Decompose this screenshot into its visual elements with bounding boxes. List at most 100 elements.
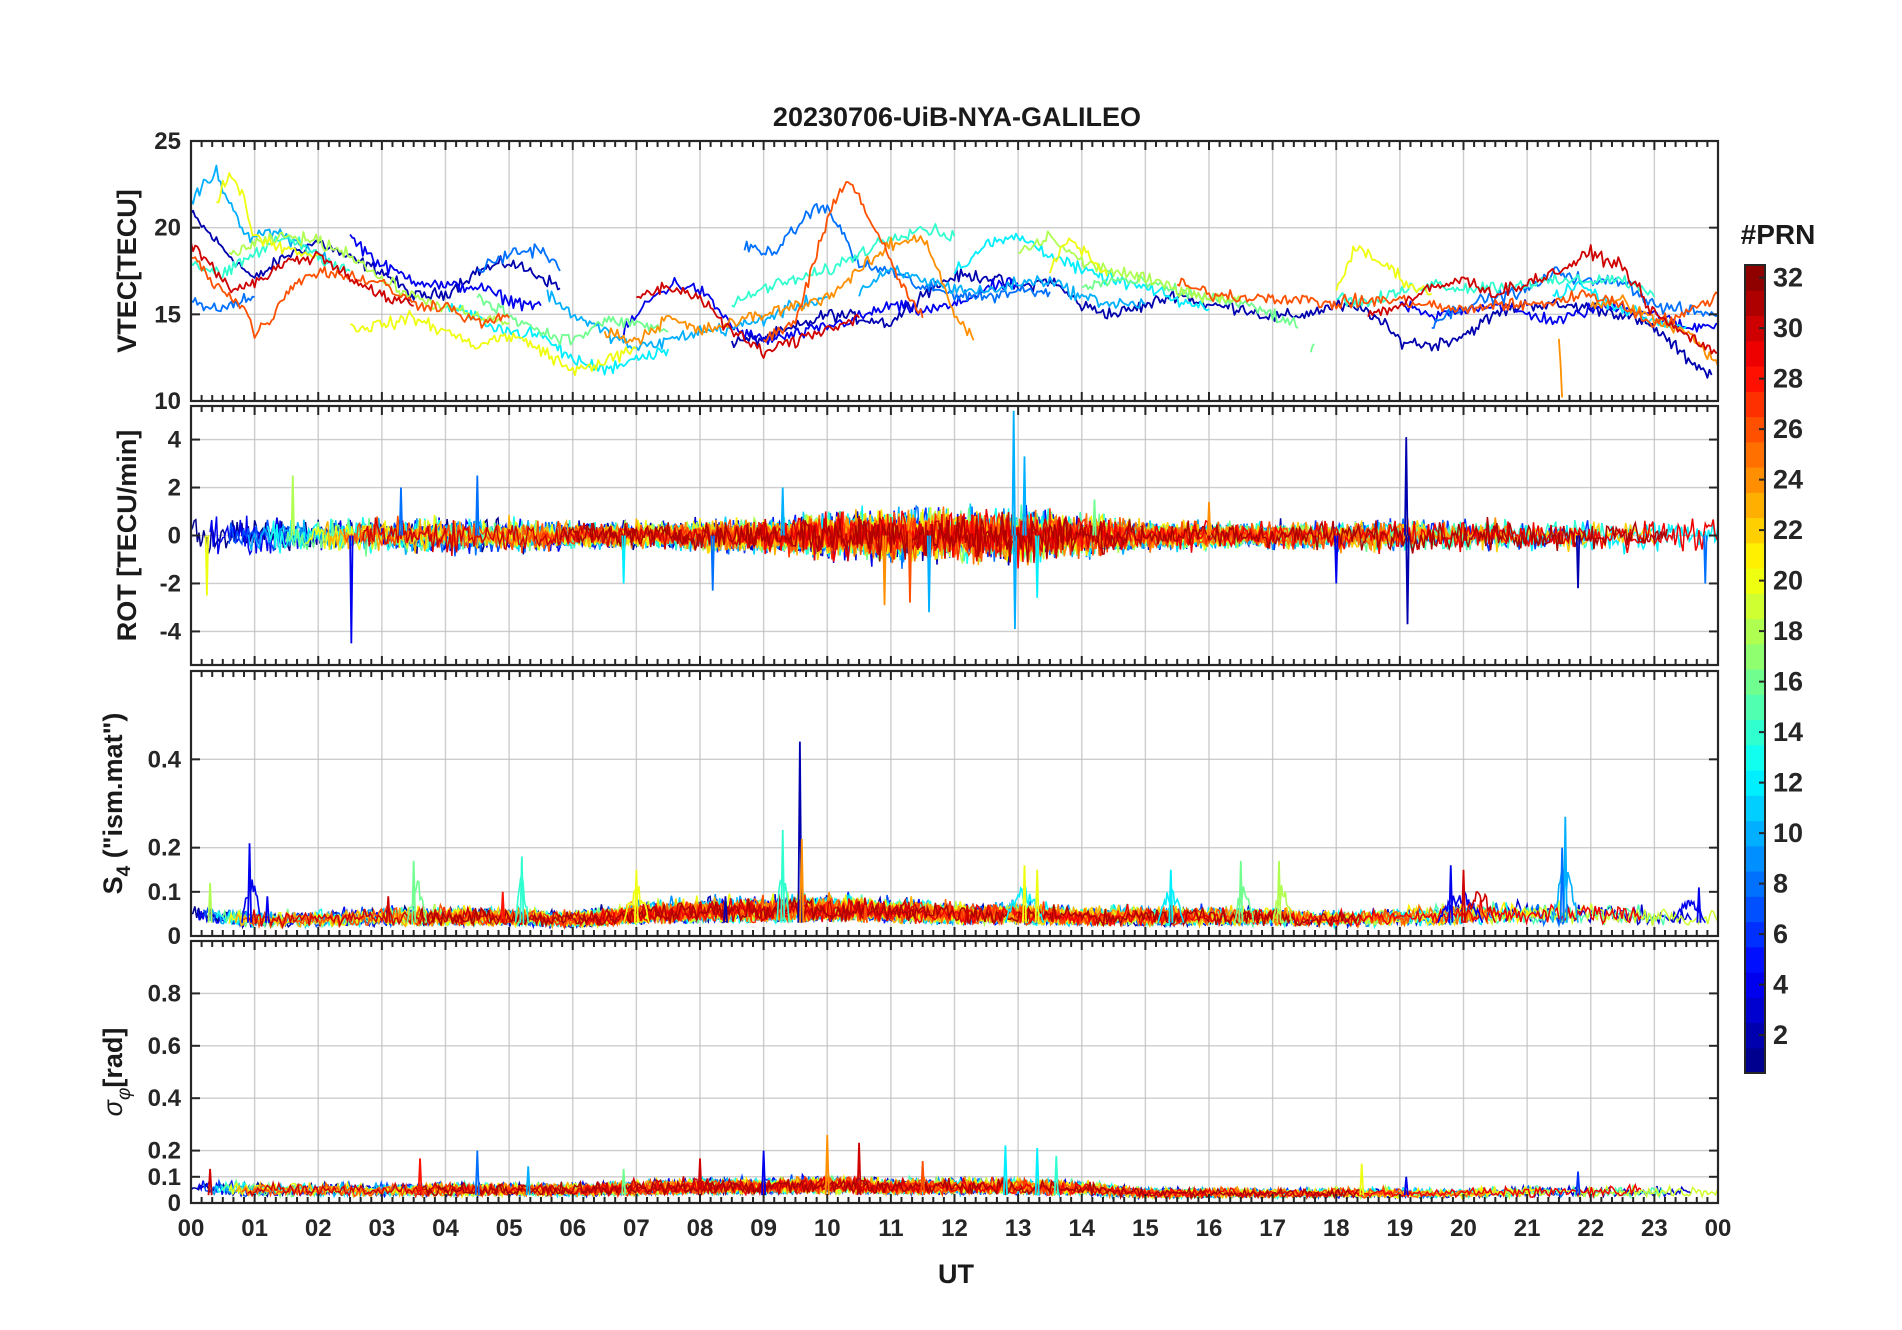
y-axis-label: ROT [TECU/min] — [112, 430, 142, 641]
rot-spike — [1404, 437, 1409, 536]
colorbar-swatch — [1745, 871, 1765, 897]
colorbar-tick-label: 6 — [1773, 919, 1788, 949]
x-ticks — [190, 406, 1719, 665]
colorbar-swatch — [1745, 845, 1765, 872]
x-ticks — [190, 141, 1719, 401]
rot-spike — [907, 535, 913, 603]
colorbar-swatch — [1745, 517, 1765, 544]
colorbar-swatch — [1745, 972, 1765, 998]
y-tick-label: 2 — [168, 475, 181, 502]
sigma_phi-spike — [856, 1142, 862, 1196]
sigma_phi-spike — [1403, 1176, 1409, 1196]
y-tick-label: -4 — [160, 618, 182, 645]
colorbar-swatch — [1745, 618, 1765, 645]
s4-spike — [1696, 887, 1702, 923]
series-line-prn-8 — [1431, 266, 1718, 329]
colorbar-tick-label: 8 — [1773, 869, 1788, 899]
series-line-prn-16 — [1309, 343, 1315, 353]
s4-spike — [1448, 865, 1454, 923]
y-tick-label: 0.4 — [148, 746, 182, 773]
colorbar-swatch — [1745, 290, 1765, 317]
s4-spike — [964, 905, 970, 923]
x-tick-label: 04 — [432, 1215, 459, 1242]
series-line-prn-20 — [1049, 237, 1109, 277]
series-line-prn-8 — [191, 292, 255, 313]
data — [191, 741, 1718, 931]
rot-spike — [1011, 410, 1016, 536]
s4-trace — [419, 895, 1362, 929]
s4-spike — [519, 856, 525, 923]
s4-spike — [207, 882, 213, 923]
x-tick-label: 18 — [1323, 1215, 1350, 1242]
series-line-prn-4 — [349, 233, 542, 312]
colorbar-swatch — [1745, 416, 1765, 443]
y-tick-label: 0 — [168, 1190, 181, 1217]
y-tick-label: 25 — [154, 128, 181, 155]
colorbar-frame — [1744, 264, 1766, 1074]
s4-spike — [780, 829, 786, 923]
colorbar-tick-label: 12 — [1773, 768, 1803, 798]
x-tick-label: 02 — [305, 1215, 332, 1242]
s4-spike — [1238, 860, 1244, 923]
x-tick-label: 06 — [559, 1215, 586, 1242]
colorbar-swatch — [1745, 669, 1765, 695]
rot-spike — [1092, 499, 1097, 536]
colorbar-swatch — [1745, 719, 1765, 746]
s4-spike — [500, 891, 506, 923]
sigma_phi-spike — [1575, 1171, 1581, 1196]
s4-spike — [1559, 847, 1565, 923]
sigma_phi-spike — [417, 1158, 423, 1196]
x-axis-label: UT — [938, 1259, 974, 1289]
y-axis-label: S4 ("ism.mat") — [98, 713, 135, 895]
colorbar-swatch — [1745, 366, 1765, 392]
rot-spike — [1575, 535, 1581, 589]
y-tick-label: 0 — [168, 523, 181, 550]
panel-rot: -4 -2 0 2 4 ROT [TECU/min] — [112, 404, 1720, 667]
rot-spike — [349, 535, 354, 644]
x-tick-label: 01 — [241, 1215, 268, 1242]
x-tick-label: 14 — [1068, 1215, 1095, 1242]
x-tick-label: 16 — [1196, 1215, 1223, 1242]
y-tick-label: 0.8 — [148, 980, 181, 1007]
y-tick-label: 0.1 — [148, 879, 181, 906]
series-line-prn-16 — [476, 293, 669, 346]
colorbar-tick-label: 30 — [1773, 313, 1803, 343]
series-line-prn-4 — [622, 276, 1019, 345]
s4-spike — [264, 896, 270, 923]
sigma_phi-spike — [824, 1134, 830, 1196]
colorbar-swatch — [1745, 593, 1765, 620]
series-line-prn-18 — [228, 231, 510, 326]
rot-spike — [1035, 535, 1040, 598]
s4-burst — [1157, 887, 1185, 923]
x-tick-label: 22 — [1577, 1215, 1604, 1242]
x-tick-label: 11 — [878, 1215, 903, 1242]
s4-spike — [247, 843, 253, 923]
series-line-prn-20 — [1335, 245, 1433, 296]
s4-spike — [411, 860, 417, 923]
y-tick-label: 0.2 — [148, 1138, 181, 1165]
x-tick-label: 15 — [1132, 1215, 1159, 1242]
rot-spike — [398, 487, 404, 536]
sigma_phi-spike — [474, 1150, 480, 1196]
rot-spike — [204, 535, 210, 596]
series-line-prn-10 — [858, 265, 1146, 309]
y-axis-label: σφ[rad] — [98, 1028, 135, 1117]
s4-burst — [406, 880, 428, 923]
s4-burst — [1551, 869, 1579, 923]
data — [191, 410, 1718, 644]
series-line-prn-26 — [762, 181, 924, 343]
rot-spike — [710, 535, 715, 591]
panel-sigma_phi: 00.10.2 0.4 0.6 0.8 σφ[rad] 00 01 02 03 04 05 06 07 0… — [98, 939, 1731, 1242]
rot-spike — [1206, 501, 1212, 536]
series-line-prn-12 — [953, 232, 1210, 312]
s4-spike — [1562, 816, 1568, 923]
colorbar-swatch — [1745, 744, 1765, 771]
rot-spike — [1022, 456, 1027, 536]
y-tick-label: -2 — [160, 570, 181, 597]
colorbar-tick-label: 10 — [1773, 818, 1803, 848]
colorbar-tick-label: 16 — [1773, 667, 1803, 697]
grid — [191, 941, 1718, 1203]
series-line-prn-26 — [1176, 277, 1718, 329]
series-line-prn-14 — [1336, 272, 1656, 309]
y-tick-label: 10 — [154, 388, 181, 415]
